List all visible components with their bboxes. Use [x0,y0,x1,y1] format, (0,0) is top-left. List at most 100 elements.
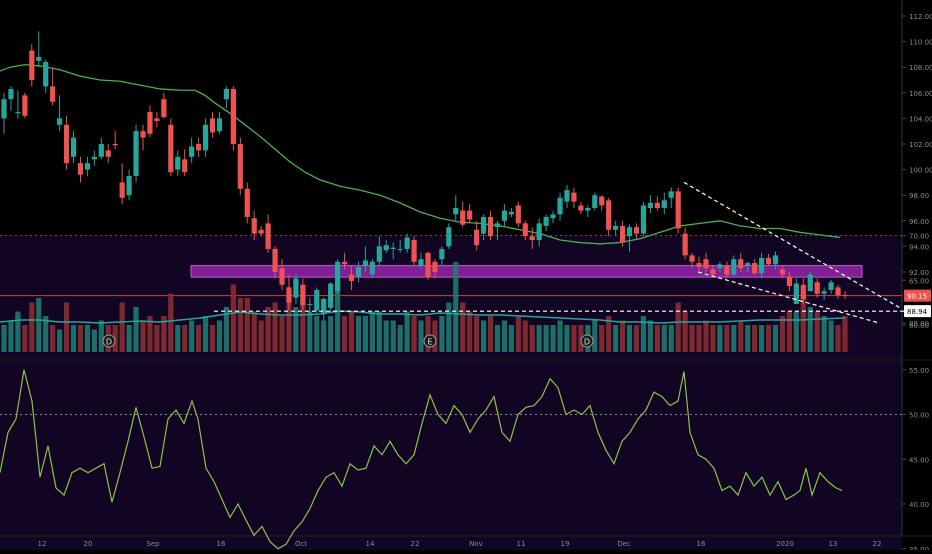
candle-body[interactable] [536,223,542,240]
event-marker-icon[interactable] [580,334,594,348]
candle-body[interactable] [675,191,681,229]
candle-body[interactable] [557,197,563,215]
candle-body[interactable] [175,156,181,170]
candle-body[interactable] [446,227,452,247]
candle-body[interactable] [522,223,528,237]
candle-body[interactable] [189,146,195,157]
candle-body[interactable] [842,295,848,297]
candle-body[interactable] [585,208,591,211]
candle-body[interactable] [745,263,751,266]
candle-body[interactable] [432,261,438,272]
candle-body[interactable] [133,131,139,176]
candle-body[interactable] [661,200,667,208]
event-marker-icon[interactable] [423,334,437,348]
candle-body[interactable] [77,163,84,175]
candle-body[interactable] [57,118,63,125]
candle-body[interactable] [70,137,77,157]
candle-body[interactable] [8,88,14,100]
candle-body[interactable] [411,240,417,262]
candle-body[interactable] [355,266,362,278]
candle-body[interactable] [168,124,174,173]
candle-body[interactable] [182,159,188,173]
candle-body[interactable] [613,225,619,230]
candle-body[interactable] [126,176,132,196]
candle-body[interactable] [487,216,494,237]
candle-body[interactable] [772,255,779,265]
candle-body[interactable] [821,291,827,294]
candle-body[interactable] [633,227,640,234]
candle-body[interactable] [147,112,153,134]
trendline[interactable] [697,271,881,324]
candle-body[interactable] [564,190,570,202]
candle-body[interactable] [529,236,535,240]
candle-body[interactable] [807,274,813,292]
candle-body[interactable] [279,268,285,285]
candle-body[interactable] [800,284,806,299]
candle-body[interactable] [418,259,424,266]
candle-body[interactable] [501,210,508,221]
candle-body[interactable] [793,283,799,304]
candle-body[interactable] [15,112,21,114]
candle-body[interactable] [592,195,598,208]
candle-body[interactable] [63,124,70,164]
candle-body[interactable] [50,86,56,102]
candle-body[interactable] [696,263,702,267]
candle-body[interactable] [272,248,278,272]
candle-body[interactable] [265,223,271,249]
candle-body[interactable] [578,205,584,211]
candle-body[interactable] [140,131,146,138]
candle-body[interactable] [91,156,97,160]
candle-body[interactable] [321,298,327,315]
candle-body[interactable] [626,227,633,237]
candle-body[interactable] [300,284,306,306]
candle-body[interactable] [209,118,216,133]
candle-body[interactable] [335,261,341,292]
candle-body[interactable] [341,261,348,265]
candle-body[interactable] [258,229,264,234]
candle-body[interactable] [640,205,647,234]
candle-body[interactable] [828,282,834,290]
candle-body[interactable] [43,62,49,87]
candle-body[interactable] [237,144,243,189]
candle-body[interactable] [425,252,431,278]
candle-body[interactable] [328,283,334,308]
candle-body[interactable] [453,208,459,215]
candle-body[interactable] [397,248,403,250]
candle-body[interactable] [710,269,716,275]
candle-body[interactable] [752,263,758,274]
candle-body[interactable] [348,274,355,281]
candle-body[interactable] [786,277,792,287]
candle-body[interactable] [814,282,820,294]
candle-body[interactable] [508,211,514,215]
candle-body[interactable] [390,247,396,249]
candle-body[interactable] [724,265,730,275]
candle-body[interactable] [439,248,445,260]
candle-body[interactable] [362,260,369,266]
candle-body[interactable] [835,287,841,296]
candle-body[interactable] [286,287,292,303]
candle-body[interactable] [494,223,501,228]
candle-body[interactable] [703,259,709,269]
candle-body[interactable] [196,144,202,151]
candle-body[interactable] [689,255,695,262]
event-marker-icon[interactable] [102,334,116,348]
candle-body[interactable] [654,202,660,208]
candle-body[interactable] [647,202,653,208]
candle-body[interactable] [202,124,209,151]
candle-body[interactable] [606,200,612,230]
candle-body[interactable] [758,257,765,274]
candle-body[interactable] [84,163,91,170]
candle-body[interactable] [154,118,160,121]
candle-body[interactable] [293,278,299,298]
candle-body[interactable] [314,289,320,311]
candle-body[interactable] [599,196,605,206]
candle-body[interactable] [474,229,480,246]
candle-body[interactable] [404,237,410,249]
candle-body[interactable] [223,88,230,100]
candle-body[interactable] [29,50,35,80]
candle-body[interactable] [307,304,313,305]
candle-body[interactable] [571,192,577,202]
candle-body[interactable] [376,246,382,262]
candle-body[interactable] [119,182,125,198]
